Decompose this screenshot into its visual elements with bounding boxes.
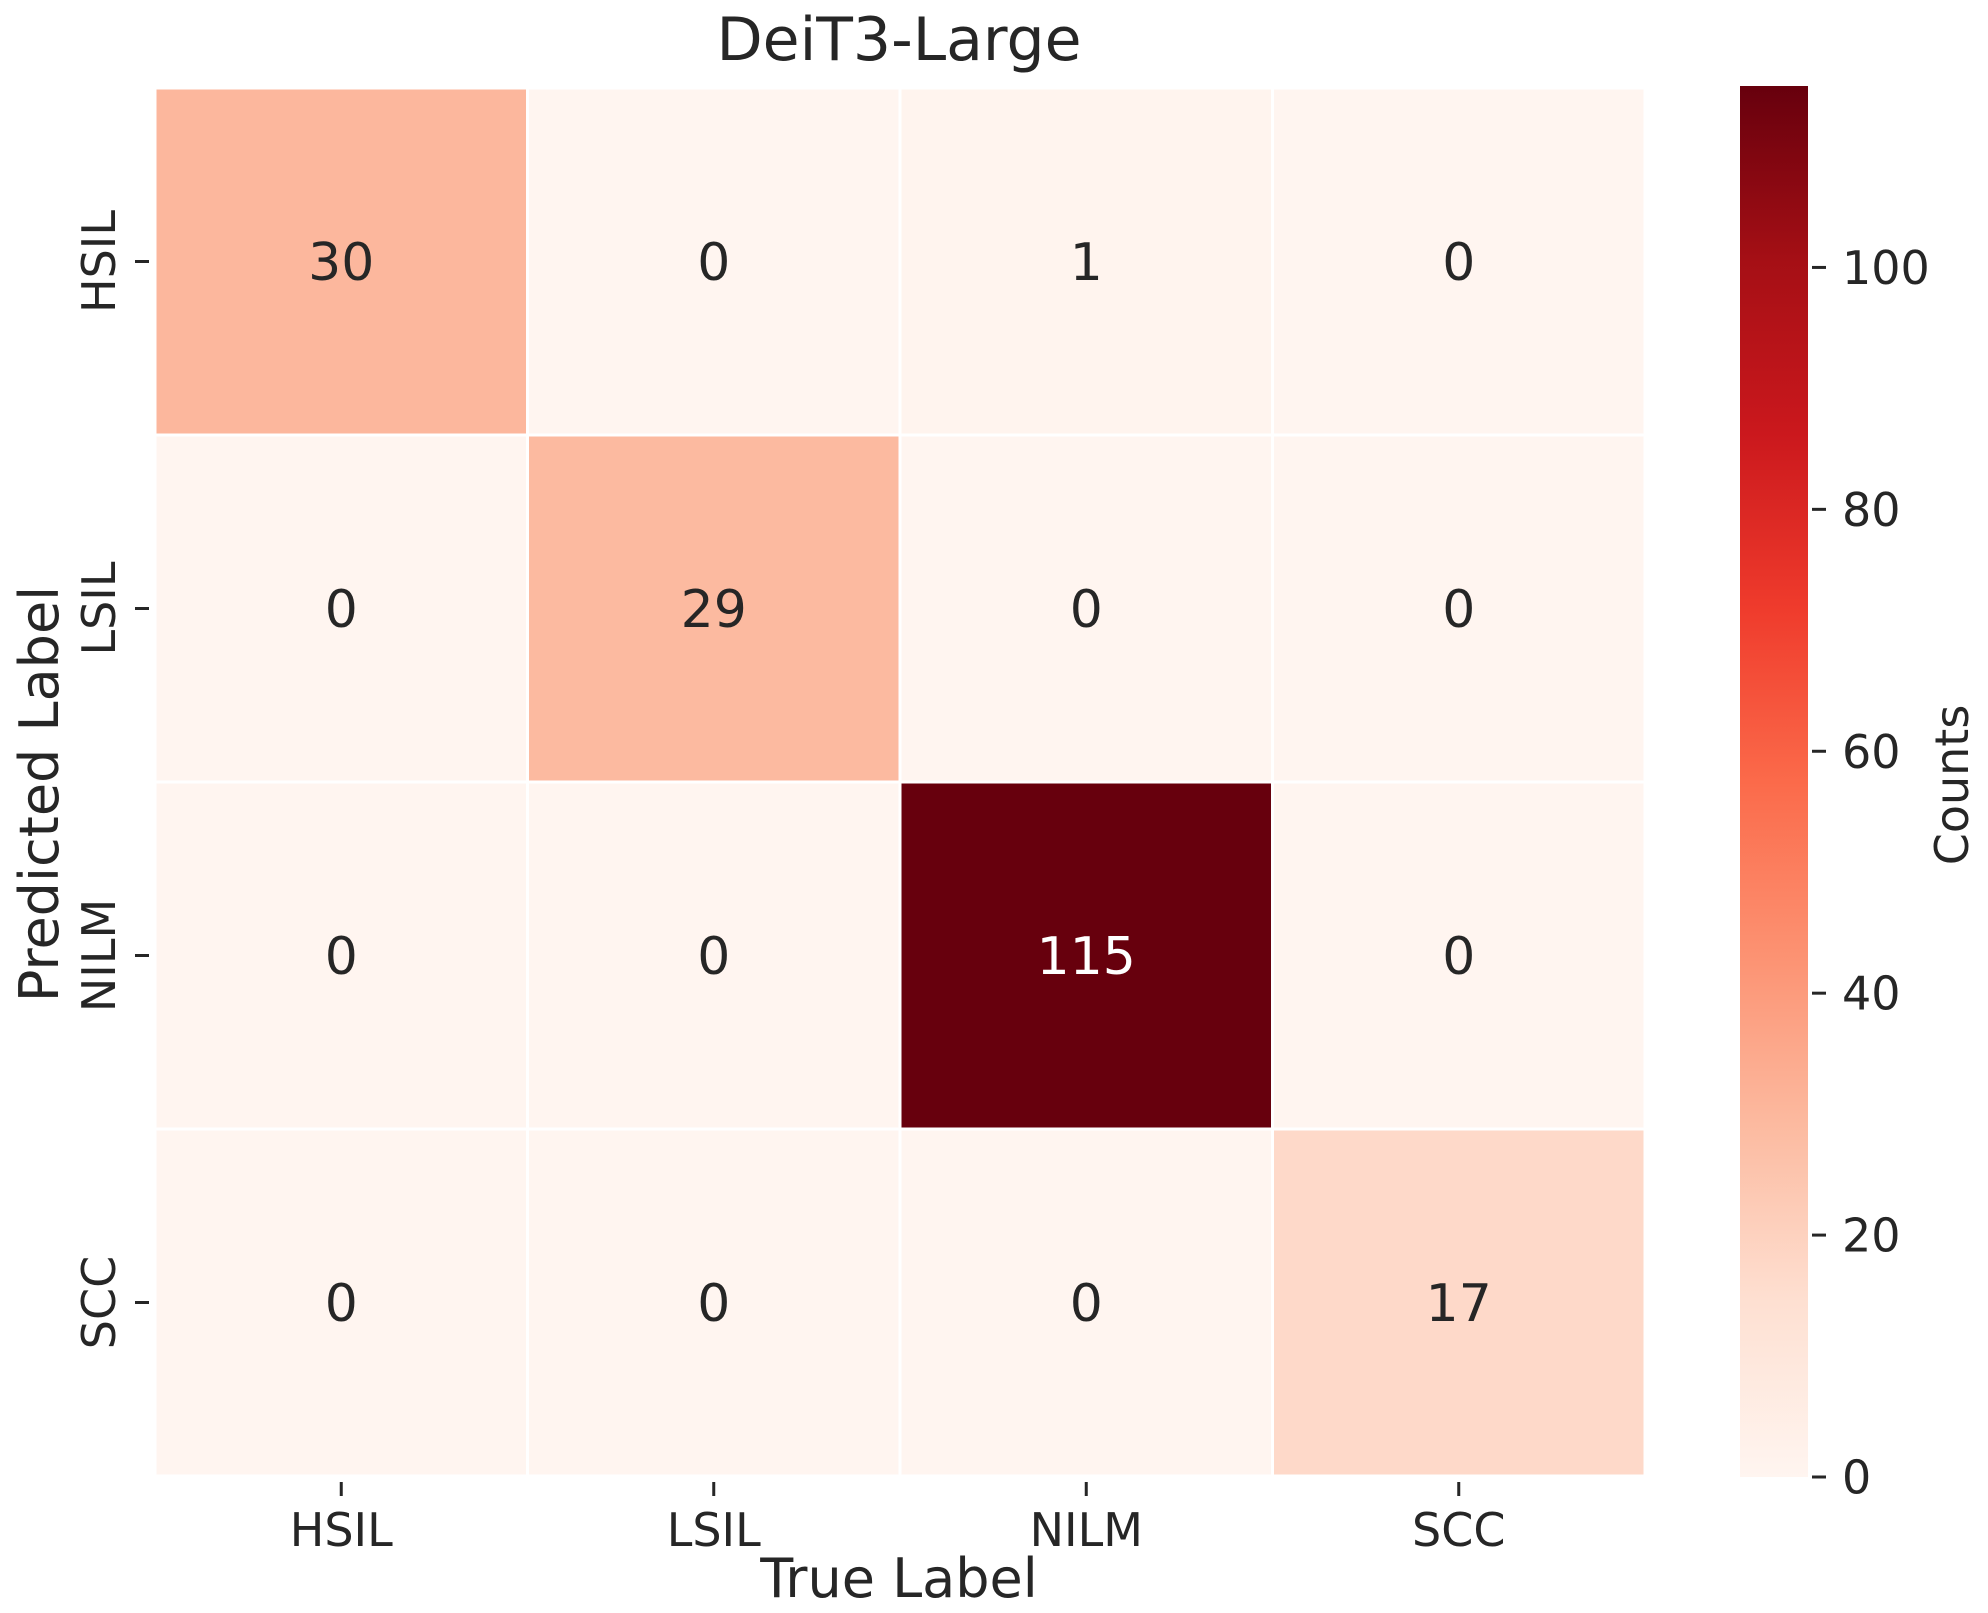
- cell-value-label: 0: [1442, 233, 1475, 293]
- cell-value-label: 0: [1442, 927, 1475, 987]
- cell-value-label: 17: [1426, 1274, 1492, 1334]
- heatmap-cell-nilm-scc: [1271, 780, 1647, 1131]
- cell-value-label: 29: [681, 580, 747, 640]
- heatmap-cell-scc-lsil: [526, 1127, 902, 1478]
- heatmap-cell-nilm-lsil: [526, 780, 902, 1131]
- heatmap-cell-scc-nilm: [898, 1127, 1274, 1478]
- cell-value-label: 0: [325, 580, 358, 640]
- colorbar-gradient: [1740, 86, 1808, 1477]
- chart-title: DeiT3-Large: [716, 5, 1081, 75]
- x-tick-label: NILM: [1030, 1503, 1143, 1557]
- colorbar-tick-label: 20: [1842, 1209, 1901, 1263]
- heatmap-cell-lsil-hsil: [153, 433, 529, 784]
- heatmap-cell-hsil-scc: [1271, 86, 1647, 437]
- cell-value-label: 30: [308, 233, 374, 293]
- cell-value-label: 0: [1070, 580, 1103, 640]
- colorbar-label: Counts: [1925, 705, 1979, 866]
- cell-value-label: 0: [697, 927, 730, 987]
- colorbar-tick-label: 80: [1842, 483, 1901, 537]
- heatmap-annotations: 30 0 1 0 0 29 0 0 0 0 115 0 0 0 0 17: [308, 233, 1492, 1334]
- heatmap-cell-hsil-hsil: [153, 86, 529, 437]
- cell-value-label: 0: [325, 1274, 358, 1334]
- heatmap-cell-scc-hsil: [153, 1127, 529, 1478]
- cell-value-label: 0: [697, 1274, 730, 1334]
- heatmap-cell-scc-scc: [1271, 1127, 1647, 1478]
- cell-value-label: 1: [1070, 233, 1103, 293]
- cell-value-label: 115: [1037, 927, 1136, 987]
- heatmap-cell-lsil-lsil: [526, 433, 902, 784]
- cell-value-label: 0: [697, 233, 730, 293]
- colorbar-tick-label: 60: [1842, 725, 1901, 779]
- y-tick-label: SCC: [72, 1256, 126, 1349]
- colorbar-tick-label: 100: [1842, 241, 1930, 295]
- colorbar-tick-label: 0: [1842, 1451, 1871, 1505]
- x-tick-label: HSIL: [290, 1503, 393, 1557]
- y-axis-label: Predicted Label: [8, 586, 71, 1002]
- cell-value-label: 0: [1442, 580, 1475, 640]
- y-tick-label: HSIL: [72, 210, 126, 313]
- heatmap-cell-hsil-nilm: [898, 86, 1274, 437]
- x-tick-label: SCC: [1412, 1503, 1505, 1557]
- colorbar: 0 20 40 60 80 100: [1740, 86, 1930, 1505]
- x-axis-ticks: HSIL LSIL NILM SCC: [290, 1482, 1505, 1557]
- heatmap-cell-lsil-scc: [1271, 433, 1647, 784]
- y-tick-label: LSIL: [72, 561, 126, 655]
- heatmap-cell-hsil-lsil: [526, 86, 902, 437]
- x-tick-label: LSIL: [667, 1503, 761, 1557]
- x-axis-label: True Label: [759, 1547, 1038, 1609]
- heatmap-cells: [153, 86, 1647, 1478]
- y-axis-ticks: HSIL LSIL NILM SCC: [72, 210, 149, 1349]
- cell-value-label: 0: [325, 927, 358, 987]
- y-tick-label: NILM: [72, 899, 126, 1012]
- colorbar-tick-label: 40: [1842, 967, 1901, 1021]
- cell-value-label: 0: [1070, 1274, 1103, 1334]
